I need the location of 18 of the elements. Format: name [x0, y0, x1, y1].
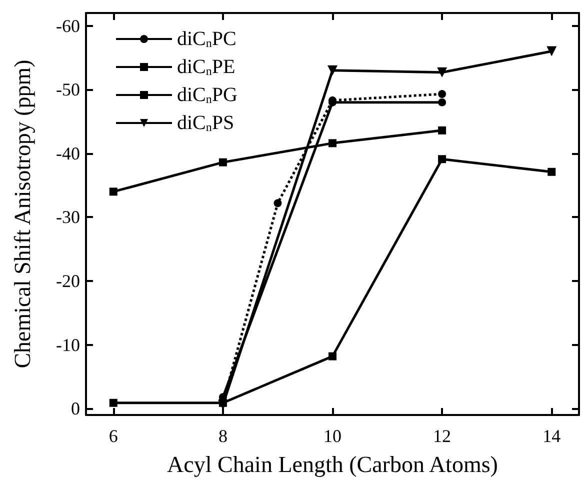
x-tick-label: 6 — [108, 426, 118, 446]
x-tick-label: 14 — [542, 426, 561, 446]
y-tick-label: -10 — [56, 334, 80, 355]
legend-label: diCnPG — [177, 84, 238, 106]
y-tick-label: -40 — [56, 143, 80, 164]
y-tick-label: -50 — [56, 80, 80, 100]
legend-label: diCnPS — [177, 112, 234, 134]
x-axis-title: Acyl Chain Length (Carbon Atoms) — [167, 452, 498, 477]
y-tick-label: -30 — [56, 207, 80, 228]
legend-label: diCnPC — [177, 28, 236, 50]
x-tick-label: 8 — [218, 426, 228, 446]
x-tick-label: 10 — [324, 426, 342, 446]
x-tick-label: 12 — [433, 426, 452, 446]
y-tick-label: -60 — [56, 16, 80, 36]
legend-label: diCnPE — [177, 56, 236, 78]
y-axis-title: Chemical Shift Anisotropy (ppm) — [10, 60, 35, 368]
y-tick-label: 0 — [71, 398, 80, 419]
y-tick-label: -20 — [56, 271, 80, 291]
